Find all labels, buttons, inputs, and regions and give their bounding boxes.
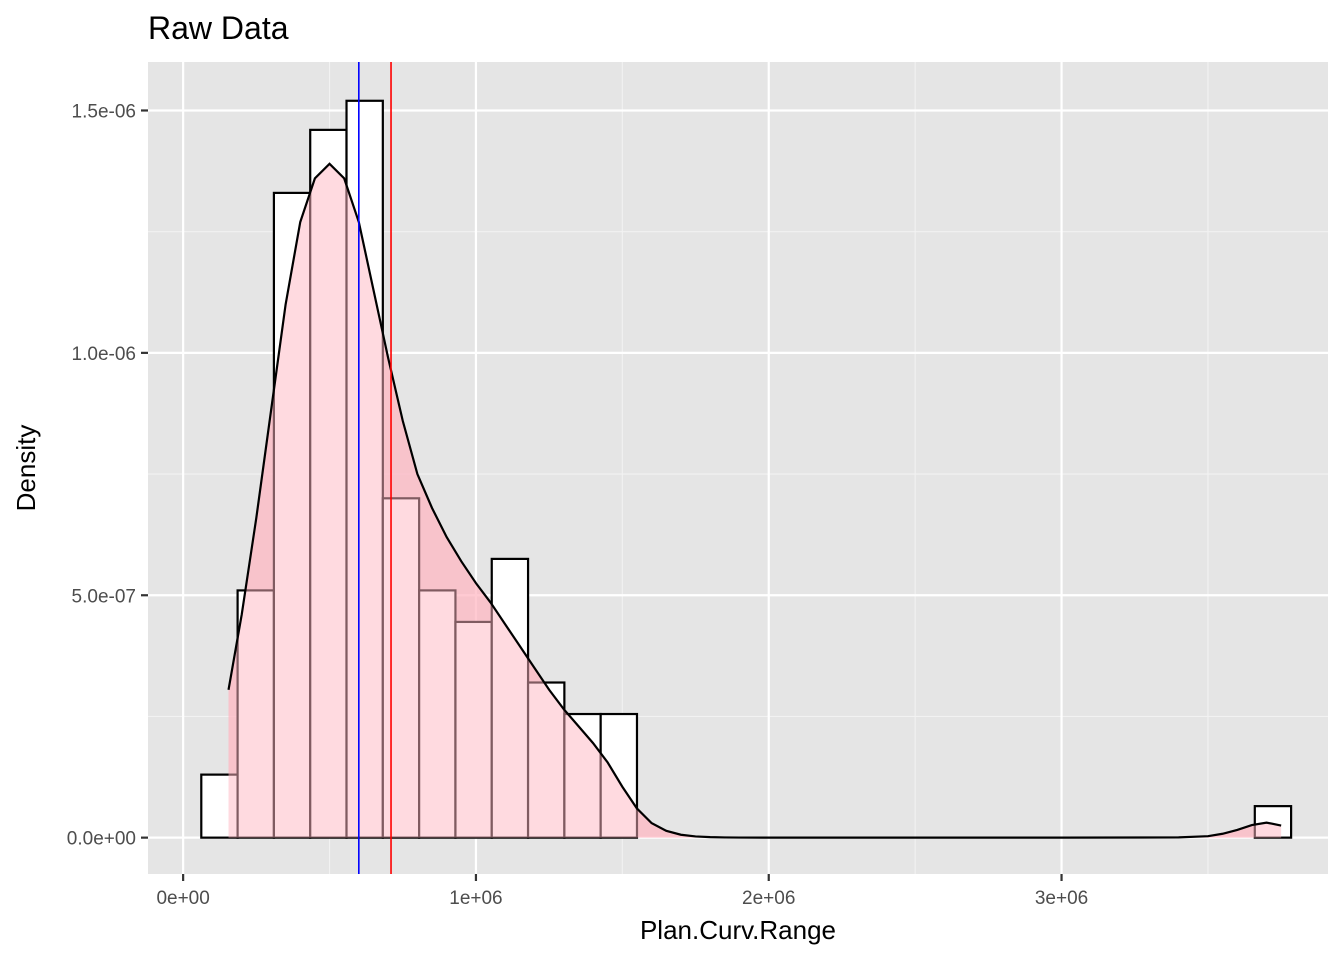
y-tick-label: 1.5e-06 bbox=[72, 101, 136, 122]
density-curve bbox=[227, 162, 1282, 839]
reference-lines bbox=[358, 62, 392, 874]
y-axis-title: Density bbox=[11, 425, 41, 512]
x-axis-title: Plan.Curv.Range bbox=[640, 915, 836, 945]
x-tick-label: 0e+00 bbox=[156, 888, 209, 909]
y-tick-label: 1.0e-06 bbox=[72, 344, 136, 365]
x-tick-label: 3e+06 bbox=[1035, 888, 1088, 909]
x-tick-label: 2e+06 bbox=[742, 888, 795, 909]
density-curve-layer bbox=[227, 162, 1282, 839]
x-axis: 0e+00 1e+06 2e+06 3e+06 bbox=[156, 874, 1088, 909]
x-tick-label: 1e+06 bbox=[449, 888, 502, 909]
y-axis: 0.0e+00 5.0e-07 1.0e-06 1.5e-06 bbox=[67, 101, 148, 850]
y-tick-label: 0.0e+00 bbox=[67, 829, 136, 850]
density-area-overlay bbox=[228, 163, 1282, 838]
chart-title: Raw Data bbox=[148, 10, 289, 46]
y-tick-label: 5.0e-07 bbox=[72, 586, 136, 607]
